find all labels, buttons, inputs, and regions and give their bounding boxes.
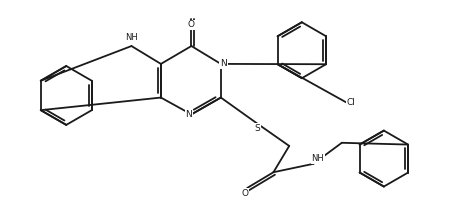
Text: O: O <box>188 20 195 29</box>
Text: NH: NH <box>311 154 324 163</box>
Text: NH: NH <box>125 33 138 42</box>
Text: Cl: Cl <box>347 98 356 107</box>
Text: O: O <box>241 189 248 198</box>
Text: S: S <box>255 124 261 132</box>
Text: N: N <box>185 110 192 119</box>
Text: N: N <box>220 59 227 68</box>
